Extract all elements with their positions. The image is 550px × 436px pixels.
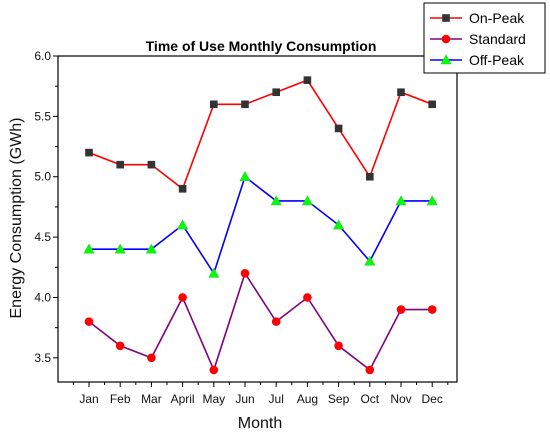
data-point-on-peak <box>210 100 218 109</box>
data-point-on-peak <box>303 76 312 84</box>
data-point-on-peak <box>116 160 124 169</box>
y-tick-label: 6.0 <box>34 49 51 63</box>
data-point-off-peak <box>333 219 345 230</box>
data-point-off-peak <box>270 195 282 206</box>
x-tick-label: Sep <box>328 392 350 406</box>
series-line-on-peak <box>88 79 433 191</box>
data-point-off-peak <box>239 171 251 182</box>
x-axis-title: Month <box>238 415 282 432</box>
y-tick-label: 5.5 <box>34 109 51 123</box>
series-line-standard <box>88 271 433 373</box>
chart-title: Time of Use Monthly Consumption <box>146 38 377 54</box>
legend-marker-off-peak <box>440 54 452 65</box>
data-point-standard <box>84 317 94 326</box>
y-tick-label: 3.5 <box>34 351 51 365</box>
x-tick-label: Mar <box>141 392 162 406</box>
legend-marker-on-peak <box>442 14 450 22</box>
data-point-off-peak <box>145 243 157 254</box>
x-tick-label: April <box>171 392 195 406</box>
data-point-off-peak <box>301 195 313 206</box>
axes: 3.5 4.0 4.5 5.0 5.5 6.0 Jan Feb Mar April May Jun Ju… <box>34 49 458 406</box>
data-point-standard <box>271 317 281 326</box>
data-point-on-peak <box>147 160 156 169</box>
data-point-off-peak <box>83 243 95 254</box>
plot-frame <box>57 55 458 383</box>
series-line-off-peak <box>89 175 433 276</box>
data-point-on-peak <box>272 88 281 97</box>
data-point-off-peak <box>395 195 407 206</box>
x-tick-label: Jul <box>269 392 284 406</box>
data-point-standard <box>147 353 156 363</box>
data-point-on-peak <box>365 172 374 181</box>
data-point-standard <box>303 293 312 302</box>
data-point-standard <box>396 305 406 314</box>
data-point-on-peak <box>397 88 405 97</box>
x-tick-label: Oct <box>360 392 379 406</box>
legend-label-on-peak: On-Peak <box>469 10 525 26</box>
data-point-standard <box>115 341 125 351</box>
data-point-off-peak <box>114 243 126 254</box>
legend-marker-standard <box>441 34 451 44</box>
series-layer <box>83 76 438 375</box>
data-point-off-peak <box>426 195 438 206</box>
data-point-off-peak <box>177 219 189 230</box>
data-point-standard <box>240 269 250 278</box>
x-tick-label: Jan <box>79 392 98 406</box>
data-point-on-peak <box>334 124 343 133</box>
data-point-on-peak <box>178 185 187 193</box>
data-point-off-peak <box>364 255 376 266</box>
y-tick-label: 4.5 <box>34 230 51 244</box>
series-off-peak <box>83 171 438 278</box>
x-tick-label: May <box>202 392 225 406</box>
series-on-peak <box>85 76 437 193</box>
legend: On-Peak Standard Off-Peak <box>423 2 546 74</box>
y-tick-label: 5.0 <box>34 170 51 184</box>
x-tick-label: Jun <box>235 392 254 406</box>
legend-label-off-peak: Off-Peak <box>469 52 525 68</box>
x-tick-label: Nov <box>390 392 411 406</box>
data-point-standard <box>209 365 219 375</box>
legend-label-standard: Standard <box>469 31 526 47</box>
data-point-on-peak <box>85 148 93 157</box>
x-tick-label: Feb <box>110 392 131 406</box>
y-axis-title: Energy Consumption (GWh) <box>8 118 25 319</box>
data-point-standard <box>334 341 343 351</box>
data-point-standard <box>365 365 375 375</box>
data-point-on-peak <box>428 100 437 109</box>
data-point-off-peak <box>208 267 220 278</box>
data-point-standard <box>427 305 437 314</box>
x-tick-label: Aug <box>297 392 318 406</box>
x-tick-label: Dec <box>422 392 443 406</box>
data-point-standard <box>178 293 187 302</box>
data-point-on-peak <box>241 100 249 109</box>
y-tick-label: 4.0 <box>34 290 51 304</box>
series-standard <box>84 269 437 375</box>
